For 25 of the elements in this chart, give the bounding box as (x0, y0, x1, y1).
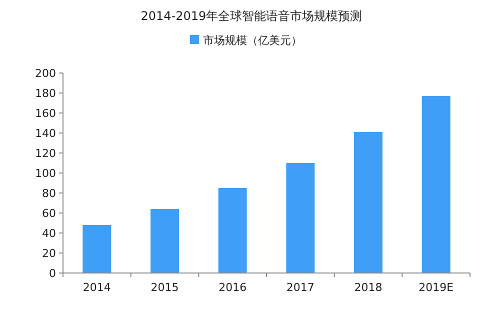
y-tick-label: 160 (35, 107, 56, 120)
y-tick-label: 0 (49, 267, 56, 280)
y-tick-label: 60 (42, 207, 56, 220)
bar (286, 163, 315, 273)
x-tick-label: 2017 (286, 281, 314, 294)
chart-title: 2014-2019年全球智能语音市场规模预测 (140, 9, 362, 23)
x-tick-label: 2019E (418, 281, 454, 294)
y-tick-label: 200 (35, 67, 56, 80)
y-tick-label: 180 (35, 87, 56, 100)
x-tick-label: 2018 (354, 281, 382, 294)
y-tick-label: 80 (42, 187, 56, 200)
y-tick-label: 40 (42, 227, 56, 240)
bar (218, 188, 247, 273)
x-tick-label: 2014 (82, 281, 111, 294)
bar (82, 225, 112, 273)
bar (422, 96, 450, 273)
y-tick-label: 120 (35, 147, 56, 160)
bar (354, 132, 382, 273)
x-tick-label: 2016 (218, 281, 247, 294)
y-tick-label: 20 (42, 247, 56, 260)
bar (150, 209, 179, 273)
y-tick-label: 140 (35, 127, 56, 140)
legend-label: 市场规模（亿美元） (203, 34, 302, 47)
x-tick-label: 2015 (150, 281, 179, 294)
y-tick-label: 100 (35, 167, 56, 180)
